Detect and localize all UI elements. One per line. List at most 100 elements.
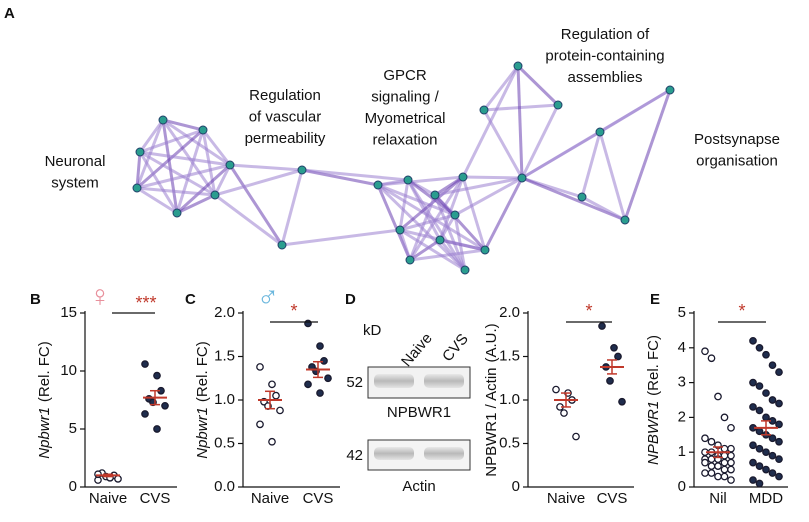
y-tick-label: 15 (60, 304, 77, 321)
data-point (727, 458, 735, 467)
cluster-label: system (51, 174, 99, 191)
network-node (297, 165, 307, 175)
network-edge (399, 213, 456, 232)
data-point (768, 396, 777, 404)
data-point (749, 458, 757, 467)
network-edge (398, 229, 412, 261)
cluster-label: assemblies (567, 69, 642, 86)
data-point (727, 444, 735, 453)
y-tick-label: 0.5 (499, 434, 520, 451)
y-tick-label: 1.0 (214, 391, 235, 408)
y-tick-label: 2.0 (214, 304, 235, 321)
panel-letter: C (185, 291, 196, 308)
network-edge (175, 129, 205, 214)
y-tick-label: 10 (60, 362, 77, 379)
network-edge (139, 150, 216, 197)
western-blot: kD Naive CVS 52 NPBWR1 42 Actin (346, 322, 472, 495)
network-edge (462, 175, 523, 180)
data-point (727, 465, 735, 474)
network-node (198, 125, 208, 135)
y-axis-label-part: (A.U.) (483, 323, 500, 362)
y-axis-label-part: NPBWR1 / Actin (483, 367, 500, 476)
network-edge (623, 89, 672, 221)
network-edge (175, 163, 232, 215)
data-point (720, 472, 729, 481)
network-edge (398, 179, 410, 231)
kd-label: kD (363, 322, 382, 339)
data-point (256, 420, 264, 429)
network-edge (453, 214, 467, 271)
network-node (395, 225, 405, 235)
network-edge (438, 239, 467, 271)
data-point (768, 361, 777, 370)
data-point (755, 444, 764, 453)
data-point (749, 378, 757, 387)
data-point (598, 322, 606, 330)
data-point (272, 391, 280, 400)
data-point (775, 437, 783, 446)
network-node (210, 190, 220, 200)
data-point (775, 455, 783, 464)
y-tick-label: 2 (678, 408, 686, 425)
kd-size: 42 (346, 447, 363, 464)
lane-label: Naive (398, 330, 436, 370)
data-point (701, 469, 709, 477)
x-tick-label: CVS (303, 490, 334, 507)
network-node (158, 115, 168, 125)
network-edge (161, 119, 217, 196)
y-axis-label: NPBWR1 / Actin (A.U.) (483, 323, 500, 476)
network-node (403, 175, 413, 185)
y-tick-label: 0.0 (214, 478, 235, 495)
data-point (618, 397, 626, 406)
y-tick-label: 2.0 (499, 304, 520, 321)
network-edge (434, 176, 523, 197)
y-axis-label: Npbwr1 (Rel. FC) (194, 341, 211, 459)
network-edge (136, 186, 216, 197)
x-tick-label: Naive (89, 490, 127, 507)
y-tick-label: 4 (678, 339, 686, 356)
network-node (595, 127, 605, 137)
data-point (755, 343, 764, 352)
lane-label: CVS (439, 331, 472, 366)
network-edge (136, 163, 231, 190)
network-edge (520, 104, 560, 179)
data-point (727, 451, 735, 460)
band-name: Actin (402, 478, 435, 495)
panel-letter: B (30, 291, 41, 308)
data-point (707, 354, 716, 363)
data-point (727, 476, 735, 484)
network-edge (580, 131, 602, 198)
network-node (405, 255, 415, 265)
cluster-label: Postsynapse (694, 131, 780, 148)
cluster-label: Myometrical (365, 110, 446, 127)
band (374, 447, 414, 460)
data-point (762, 350, 770, 359)
data-point (114, 475, 122, 483)
data-point (316, 342, 324, 350)
band-name: NPBWR1 (387, 404, 451, 421)
network-node (373, 180, 383, 190)
data-point (276, 406, 284, 415)
data-point (749, 336, 757, 345)
network: Neuronal system Regulation of vascular perme… (45, 26, 780, 275)
y-tick-label: 1.5 (214, 347, 235, 364)
y-axis-label-part: Npbwr1 (36, 407, 53, 459)
network-edge (214, 168, 303, 197)
network-node (553, 100, 563, 110)
data-point (775, 399, 783, 408)
data-point (552, 385, 560, 394)
network-edge (483, 177, 524, 251)
network-node (225, 160, 235, 170)
y-tick-label: 5 (69, 420, 77, 437)
network-edge (461, 65, 520, 178)
network-edge (301, 168, 409, 182)
data-point (755, 462, 764, 470)
data-point (304, 380, 312, 389)
panel-letter: E (650, 291, 660, 308)
data-point (701, 458, 709, 467)
network-node (132, 183, 142, 193)
cluster-label: GPCR (383, 67, 427, 84)
network-node (277, 240, 287, 250)
network-node (135, 147, 145, 157)
x-tick-label: MDD (749, 490, 783, 507)
